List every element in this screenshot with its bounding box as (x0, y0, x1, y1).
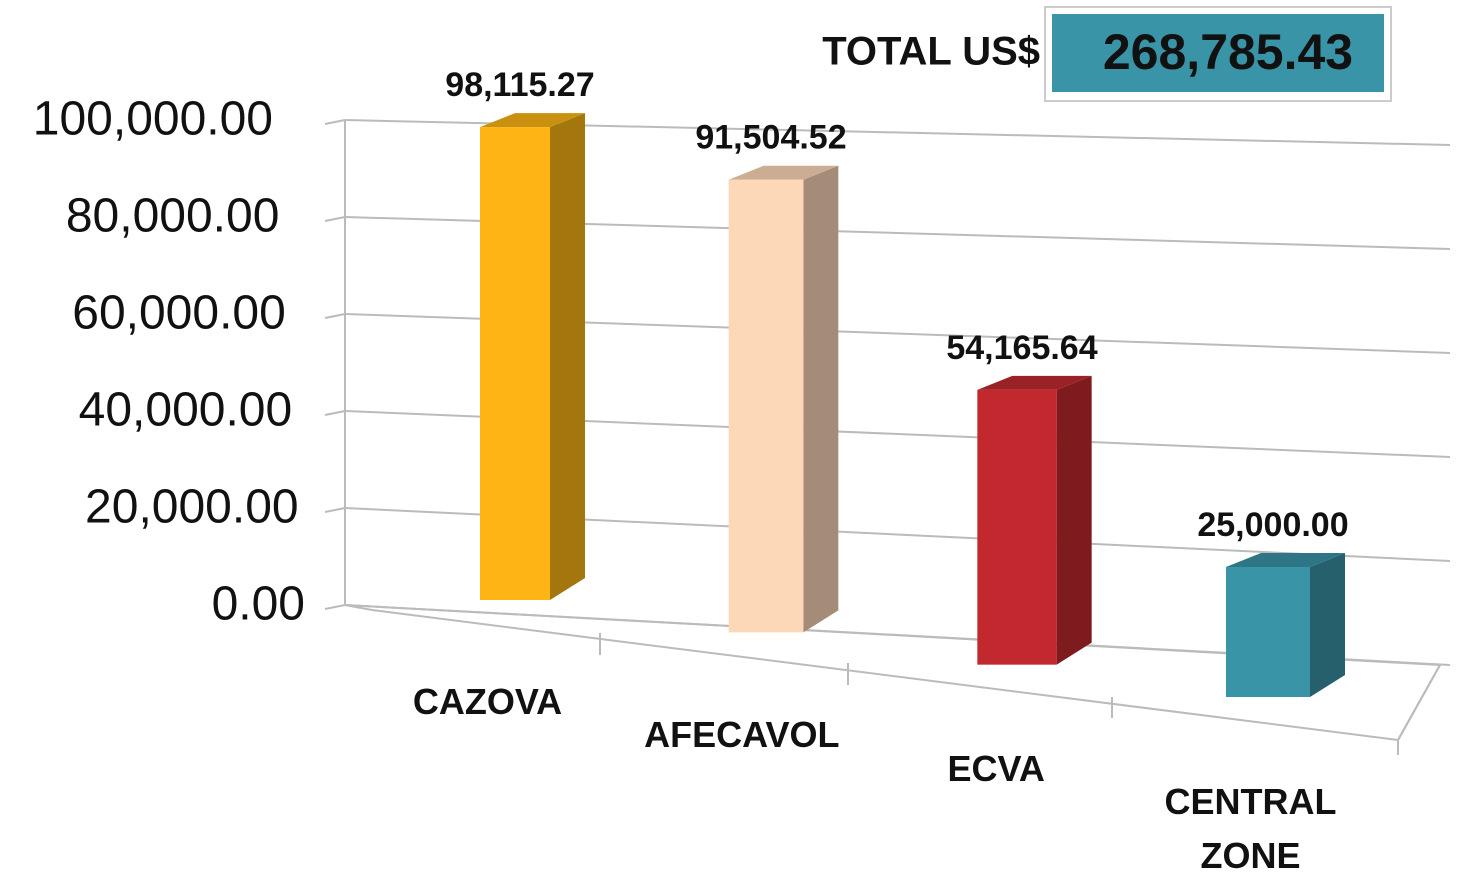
value-label: 91,504.52 (695, 119, 846, 157)
y-tick-label: 60,000.00 (72, 287, 286, 340)
value-label: 25,000.00 (1197, 506, 1348, 544)
y-tick-label: 40,000.00 (79, 384, 293, 437)
y-tick-label: 0.00 (212, 578, 305, 631)
bar-side (550, 113, 585, 600)
bar (1226, 567, 1310, 697)
x-tick-label: CAZOVA (412, 681, 563, 722)
total-label: TOTAL US$ (822, 30, 1040, 74)
total-value: 268,785.43 (1103, 24, 1353, 80)
bar (480, 127, 550, 600)
value-label: 98,115.27 (445, 66, 594, 104)
bar (728, 179, 804, 633)
y-tick (324, 216, 346, 222)
floor-edge (1397, 664, 1441, 741)
bar-top (1226, 553, 1345, 567)
y-tick-label: 100,000.00 (33, 93, 273, 146)
value-label: 54,165.64 (946, 329, 1097, 367)
y-tick (324, 410, 346, 416)
x-tick-label: CENTRAL ZONE (1164, 781, 1337, 876)
bar-top (977, 375, 1092, 390)
x-tick-label: AFECAVOL (644, 714, 840, 756)
y-tick-label: 80,000.00 (66, 190, 280, 243)
bar-top (480, 113, 585, 128)
bar-side (803, 165, 839, 633)
x-tick-label: ECVA (947, 747, 1045, 789)
y-tick (324, 604, 346, 610)
bar (977, 389, 1057, 665)
y-tick-label: 20,000.00 (85, 481, 299, 534)
total-box (1052, 14, 1384, 92)
y-tick (324, 313, 346, 319)
bar-top (728, 165, 839, 180)
bar-side (1056, 375, 1092, 665)
y-tick (324, 507, 346, 513)
y-tick (324, 119, 346, 125)
bar-side (1310, 553, 1345, 697)
